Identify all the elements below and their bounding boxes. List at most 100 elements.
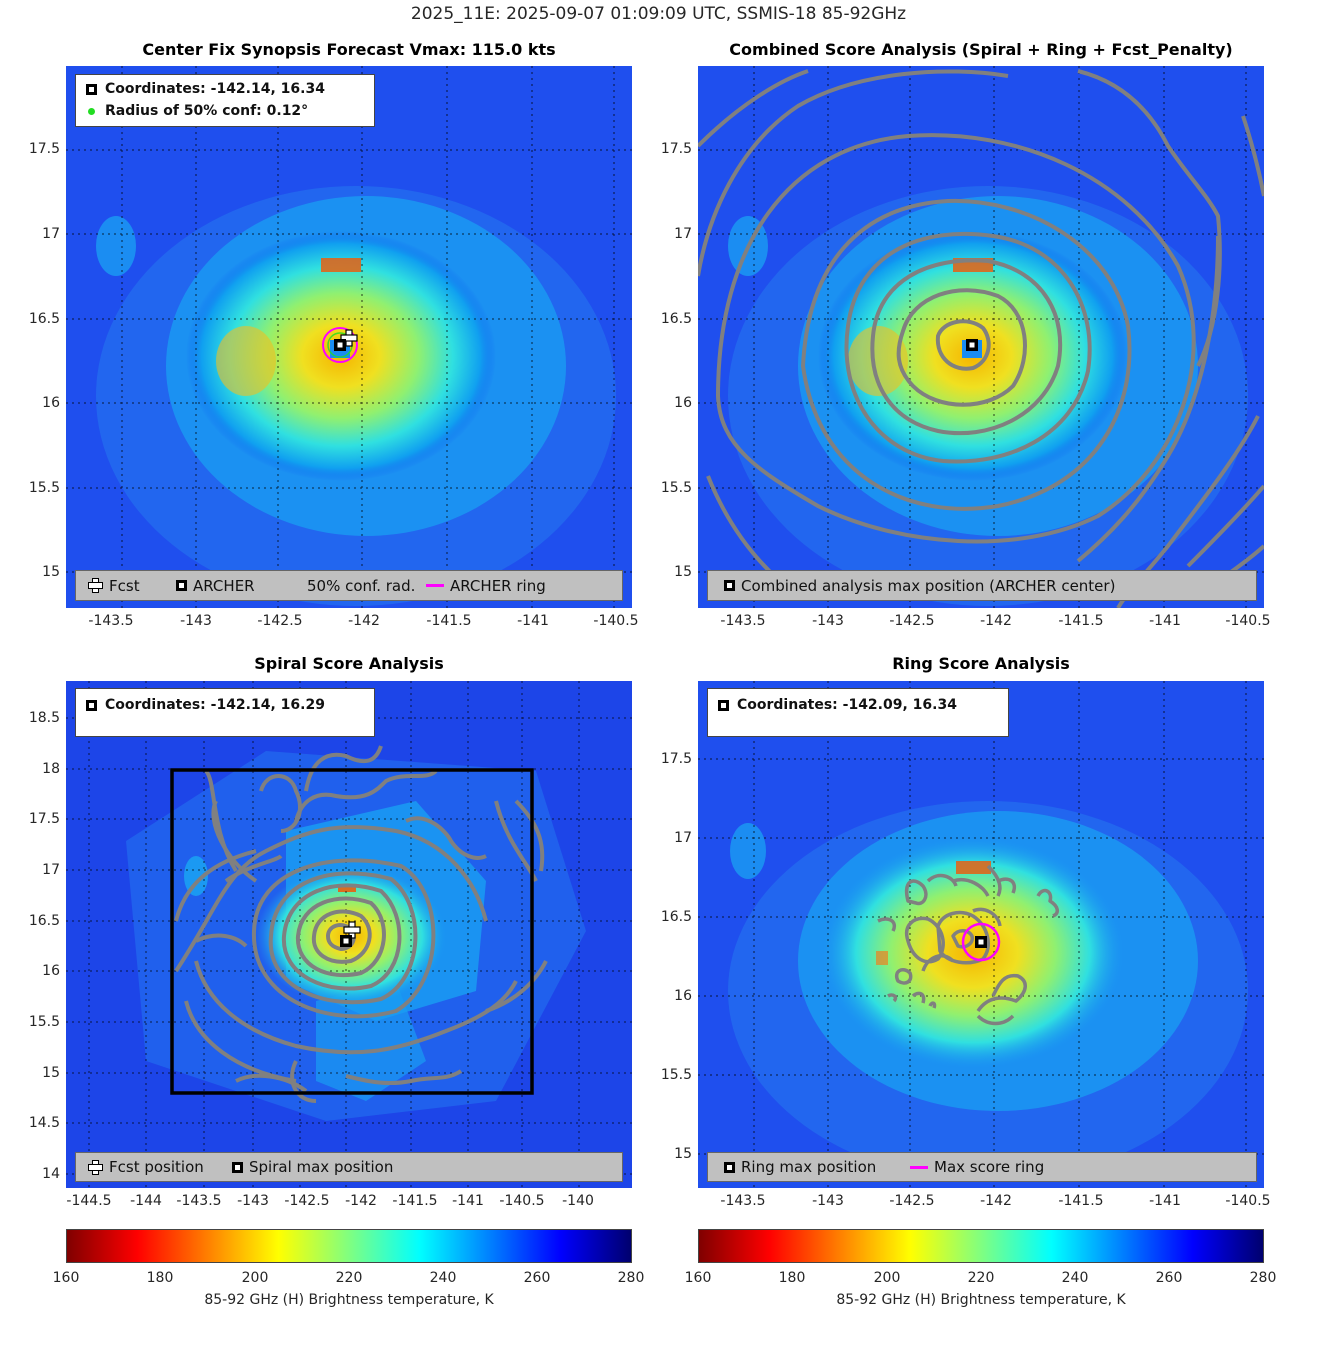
forecast-plus-icon bbox=[88, 578, 103, 593]
synopsis-legend: Fcst ARCHER 50% conf. rad. ARCHER ring bbox=[75, 570, 623, 601]
spiral-plot: Coordinates: -142.14, 16.29 Fcst positio… bbox=[66, 681, 632, 1188]
ring-square-icon bbox=[718, 699, 729, 711]
legend-spiral-fcst: Fcst position bbox=[109, 1158, 204, 1176]
colorbar-right bbox=[698, 1229, 1264, 1263]
synopsis-plot: Coordinates: -142.14, 16.34 Radius of 50… bbox=[66, 66, 632, 608]
xtick: -142 bbox=[980, 1193, 1012, 1209]
ring-max-square-icon bbox=[724, 1161, 735, 1173]
combined-plot: Combined analysis max position (ARCHER c… bbox=[698, 66, 1264, 608]
ytick: 17.5 bbox=[28, 811, 60, 827]
cbar-tick: 240 bbox=[429, 1270, 457, 1286]
green-dot-icon bbox=[88, 107, 95, 115]
legend-spiral-max: Spiral max position bbox=[249, 1158, 394, 1176]
cbar-tick: 280 bbox=[1249, 1270, 1277, 1286]
synopsis-title: Center Fix Synopsis Forecast Vmax: 115.0… bbox=[142, 40, 556, 59]
cbar-tick: 280 bbox=[617, 1270, 645, 1286]
cbar-tick: 160 bbox=[52, 1270, 80, 1286]
spiral-search-box bbox=[170, 768, 534, 1095]
ytick: 15 bbox=[674, 564, 692, 580]
combined-score-contours bbox=[698, 69, 1264, 608]
xtick: -142 bbox=[348, 613, 380, 629]
combined-legend: Combined analysis max position (ARCHER c… bbox=[707, 570, 1257, 601]
ytick: 17 bbox=[674, 830, 692, 846]
ytick: 18.5 bbox=[28, 710, 60, 726]
figure-title: 2025_11E: 2025-09-07 01:09:09 UTC, SSMIS… bbox=[410, 4, 907, 24]
xtick: -143.5 bbox=[720, 613, 766, 629]
cbar-tick: 240 bbox=[1061, 1270, 1089, 1286]
spiral-max-square-icon bbox=[232, 1161, 243, 1173]
ytick: 17 bbox=[674, 226, 692, 242]
colorbar-left bbox=[66, 1229, 632, 1263]
xtick: -143 bbox=[812, 613, 844, 629]
colorbar-left-label: 85-92 GHz (H) Brightness temperature, K bbox=[204, 1292, 494, 1308]
xtick: -142.5 bbox=[284, 1193, 330, 1209]
ytick: 16.5 bbox=[28, 311, 60, 327]
ytick: 15 bbox=[42, 1065, 60, 1081]
spiral-forecast-marker bbox=[343, 921, 361, 939]
archer-square-icon bbox=[86, 83, 97, 95]
xtick: -140.5 bbox=[593, 613, 639, 629]
ytick: 14.5 bbox=[28, 1115, 60, 1131]
xtick: -140.5 bbox=[499, 1193, 545, 1209]
xtick: -142.5 bbox=[889, 613, 935, 629]
ytick: 16.5 bbox=[660, 909, 692, 925]
ytick: 15.5 bbox=[660, 1067, 692, 1083]
ring-max-marker bbox=[975, 936, 987, 948]
ytick: 16 bbox=[674, 395, 692, 411]
ring-info-box: Coordinates: -142.09, 16.34 bbox=[707, 688, 1009, 737]
combined-title: Combined Score Analysis (Spiral + Ring +… bbox=[729, 40, 1233, 59]
legend-ring: ARCHER ring bbox=[450, 576, 546, 595]
archer-square-icon bbox=[176, 580, 187, 591]
spiral-max-marker bbox=[340, 935, 352, 947]
xtick: -143.5 bbox=[720, 1193, 766, 1209]
ytick: 15.5 bbox=[660, 480, 692, 496]
ytick: 17 bbox=[42, 226, 60, 242]
spiral-legend: Fcst position Spiral max position bbox=[75, 1152, 623, 1182]
cbar-tick: 180 bbox=[146, 1270, 174, 1286]
xtick: -142 bbox=[345, 1193, 377, 1209]
xtick: -141 bbox=[1149, 613, 1181, 629]
xtick: -143 bbox=[812, 1193, 844, 1209]
ytick: 16 bbox=[42, 963, 60, 979]
xtick: -143 bbox=[180, 613, 212, 629]
ytick: 16 bbox=[674, 988, 692, 1004]
spiral-title: Spiral Score Analysis bbox=[254, 654, 444, 673]
ytick: 15.5 bbox=[28, 480, 60, 496]
cbar-tick: 200 bbox=[241, 1270, 269, 1286]
ytick: 15 bbox=[674, 1146, 692, 1162]
synopsis-info-box: Coordinates: -142.14, 16.34 Radius of 50… bbox=[75, 74, 375, 127]
max-score-ring bbox=[961, 922, 1001, 962]
xtick: -141 bbox=[452, 1193, 484, 1209]
xtick: -140.5 bbox=[1225, 613, 1271, 629]
ytick: 17.5 bbox=[28, 141, 60, 157]
legend-archer: ARCHER bbox=[193, 576, 255, 595]
ring-plot: Coordinates: -142.09, 16.34 Ring max pos… bbox=[698, 681, 1264, 1188]
cbar-tick: 260 bbox=[1155, 1270, 1183, 1286]
cbar-tick: 180 bbox=[778, 1270, 806, 1286]
spiral-square-icon bbox=[86, 699, 97, 711]
xtick: -141.5 bbox=[392, 1193, 438, 1209]
synopsis-coordinates: Coordinates: -142.14, 16.34 bbox=[105, 81, 325, 97]
xtick: -140.5 bbox=[1225, 1193, 1271, 1209]
xtick: -141.5 bbox=[1058, 1193, 1104, 1209]
archer-ring bbox=[322, 327, 358, 363]
ytick: 16.5 bbox=[28, 913, 60, 929]
ytick: 17.5 bbox=[660, 751, 692, 767]
ring-title: Ring Score Analysis bbox=[892, 654, 1070, 673]
xtick: -142.5 bbox=[889, 1193, 935, 1209]
synopsis-gridlines bbox=[66, 66, 632, 608]
xtick: -143.5 bbox=[88, 613, 134, 629]
xtick: -144.5 bbox=[66, 1193, 112, 1209]
xtick: -140 bbox=[562, 1193, 594, 1209]
combined-max-marker bbox=[966, 339, 978, 351]
cbar-tick: 220 bbox=[335, 1270, 363, 1286]
xtick: -141.5 bbox=[1058, 613, 1104, 629]
ytick: 18 bbox=[42, 761, 60, 777]
ytick: 17.5 bbox=[660, 141, 692, 157]
spiral-info-box: Coordinates: -142.14, 16.29 bbox=[75, 688, 375, 737]
ytick: 17 bbox=[42, 862, 60, 878]
magenta-line-icon bbox=[426, 584, 444, 587]
forecast-plus-icon bbox=[88, 1159, 103, 1175]
ytick: 16 bbox=[42, 395, 60, 411]
archer-center-marker bbox=[334, 339, 346, 351]
